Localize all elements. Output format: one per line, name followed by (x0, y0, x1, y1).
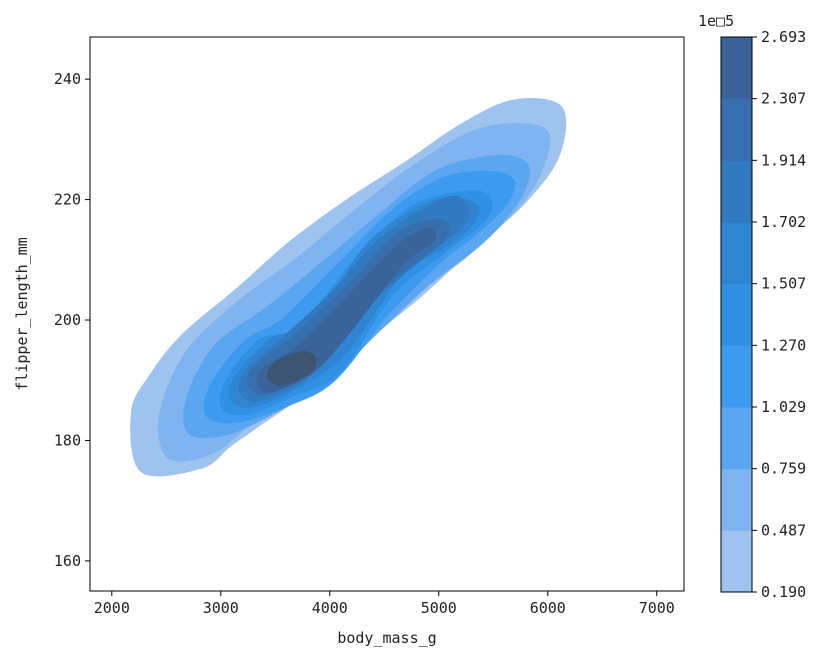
colorbar-band-7 (721, 98, 752, 161)
colorbar-band-1 (721, 468, 752, 531)
colorbar-band-4 (721, 283, 752, 346)
x-tick-label: 6000 (530, 599, 566, 617)
y-tick-label: 200 (54, 311, 81, 329)
colorbar-tick-label: 1.029 (761, 398, 806, 416)
density-contours (130, 98, 567, 477)
density-level-9 (266, 350, 317, 386)
colorbar-tick-label: 0.190 (761, 583, 806, 601)
colorbar-band-0 (721, 530, 752, 593)
colorbar-band-5 (721, 222, 752, 285)
y-tick-label: 220 (54, 191, 81, 209)
colorbar-band-6 (721, 160, 752, 223)
x-tick-label: 2000 (94, 599, 130, 617)
x-tick-label: 5000 (421, 599, 457, 617)
colorbar-tick-label: 0.759 (761, 460, 806, 478)
colorbar-tick-label: 1.914 (761, 151, 806, 169)
x-tick-label: 7000 (639, 599, 675, 617)
colorbar-band-2 (721, 407, 752, 470)
x-axis: 2000 3000 4000 5000 6000 7000 (94, 591, 675, 617)
colorbar-frame (720, 36, 753, 593)
x-axis-label: body_mass_g (337, 629, 436, 647)
colorbar-bands (721, 37, 752, 593)
colorbar-band-3 (721, 345, 752, 408)
colorbar-tick-label: 2.693 (761, 28, 806, 46)
plot-area: 2000 3000 4000 5000 6000 7000 160 180 200 220 240… (13, 36, 685, 647)
colorbar-band-8 (721, 37, 752, 100)
colorbar-tick-label: 1.270 (761, 336, 806, 354)
x-tick-label: 4000 (312, 599, 348, 617)
colorbar-tick-label: 1.702 (761, 213, 806, 231)
y-axis-label: flipper_length_mm (13, 237, 31, 391)
y-tick-label: 160 (54, 552, 81, 570)
x-tick-label: 3000 (203, 599, 239, 617)
colorbar-ticks: 0.190 0.487 0.759 1.029 1.270 1.507 1.702 1.914… (752, 28, 806, 601)
colorbar-multiplier: 1e□5 (698, 12, 734, 30)
colorbar: 0.190 0.487 0.759 1.029 1.270 1.507 1.702 1.914… (698, 12, 806, 601)
plot-frame (89, 36, 685, 592)
y-axis: 160 180 200 220 240 (54, 70, 90, 570)
colorbar-tick-label: 1.507 (761, 275, 806, 293)
y-tick-label: 180 (54, 431, 81, 449)
colorbar-tick-label: 2.307 (761, 90, 806, 108)
colorbar-tick-label: 0.487 (761, 521, 806, 539)
y-tick-label: 240 (54, 70, 81, 88)
